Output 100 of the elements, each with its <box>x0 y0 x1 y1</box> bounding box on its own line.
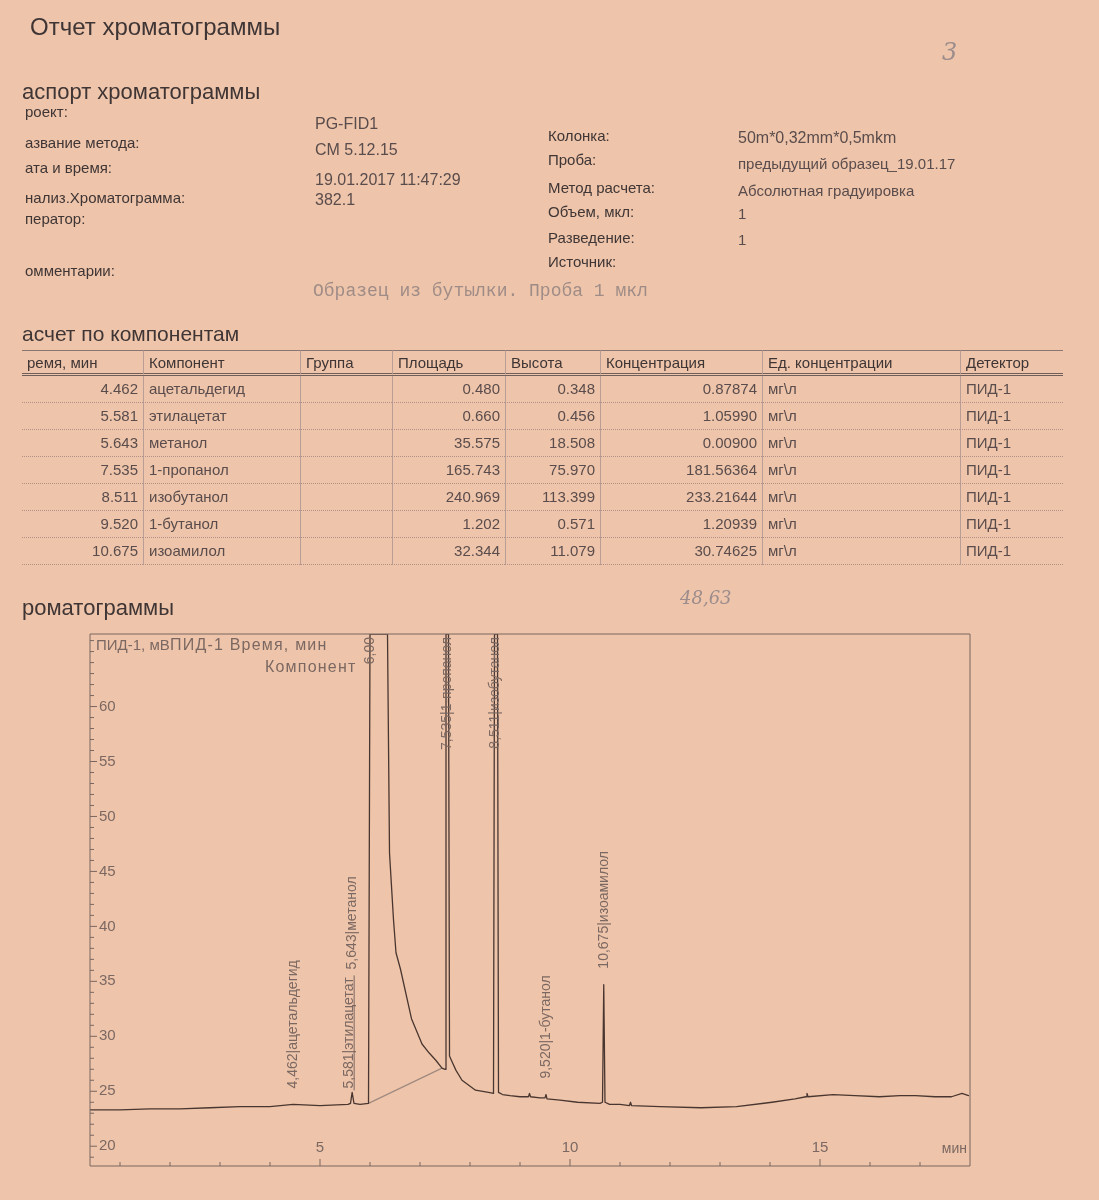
y-tick-label: 50 <box>99 806 116 824</box>
text: асчет по компонентам <box>22 321 240 347</box>
y-tick-label: 60 <box>99 696 116 714</box>
text: ПИД-1 <box>966 407 1012 424</box>
text: аспорт хроматограммы <box>22 78 261 105</box>
text: Площадь <box>398 354 464 371</box>
text: 3 <box>942 37 958 67</box>
text: 0.571 <box>557 515 595 532</box>
text: ПИД-1 <box>966 380 1012 397</box>
text: предыдущий образец_19.01.17 <box>738 155 956 173</box>
text: Группа <box>306 354 354 371</box>
annotation: 9,520|1-бутанол <box>536 975 553 1079</box>
text: ПИД-1 <box>966 515 1012 532</box>
text: 1-пропанол <box>149 461 229 478</box>
y-tick-label: 40 <box>99 916 116 934</box>
text: 1 <box>738 231 747 249</box>
chart-title: роматограммы <box>22 594 174 621</box>
text: 5.643 <box>100 434 138 451</box>
text: 1.20939 <box>702 515 757 532</box>
text: Объем, мкл: <box>548 203 635 221</box>
text: 0.660 <box>462 407 500 424</box>
text: 0.00900 <box>702 434 757 451</box>
text: мг\л <box>768 380 797 397</box>
annotation: 7,535|1-пропанол <box>437 636 454 751</box>
text: ата и время: <box>25 159 113 177</box>
annotation: 5,581|этилацетат <box>339 976 356 1089</box>
y-axis-title: ПИД-1, мВ <box>96 636 170 654</box>
text: мг\л <box>768 542 797 559</box>
text: нализ.Хроматограмма: <box>25 189 186 207</box>
text: ператор: <box>25 210 86 228</box>
y-tick-label: 55 <box>99 751 116 769</box>
text: 4.462 <box>100 380 138 397</box>
text: ПИД-1 <box>966 542 1012 559</box>
text: ацетальдегид <box>149 380 245 397</box>
text: азвание метода: <box>25 134 140 152</box>
text: изоамилол <box>149 542 226 559</box>
text: омментарии: <box>25 262 115 280</box>
text: Компонент <box>149 354 225 371</box>
y-tick-label: 30 <box>99 1026 116 1044</box>
text: 1 <box>738 205 747 223</box>
text: Колонка: <box>548 127 610 145</box>
text: этилацетат <box>149 407 227 424</box>
text: 0.348 <box>557 380 595 397</box>
text: 30.74625 <box>694 542 757 559</box>
text: 11.079 <box>550 542 595 559</box>
text: 1.05990 <box>702 407 757 424</box>
text: 10.675 <box>92 542 138 559</box>
text: 18.508 <box>549 434 595 451</box>
text: 0.456 <box>557 407 595 424</box>
y-tick-label: 25 <box>99 1081 116 1099</box>
text: Источник: <box>548 253 617 271</box>
annotation: ПИД-1 Время, мин <box>170 635 328 655</box>
text: Абсолютная градуировка <box>738 182 915 200</box>
text: Отчет хроматограммы <box>30 11 281 41</box>
text: Образец из бутылки. Проба 1 мкл <box>313 280 648 303</box>
text: 7.535 <box>100 461 138 478</box>
text: мг\л <box>768 407 797 424</box>
annotation: 4,462|ацетальдегид <box>283 960 300 1089</box>
text: 50m*0,32mm*0,5mkm <box>738 128 897 148</box>
text: 0.480 <box>462 380 500 397</box>
x-tick-label: 10 <box>561 1138 579 1156</box>
text: изобутанол <box>149 488 229 505</box>
text: мг\л <box>768 434 797 451</box>
text: ПИД-1 <box>966 461 1012 478</box>
text: 165.743 <box>445 461 500 478</box>
text: 75.970 <box>549 461 595 478</box>
y-tick-label: 35 <box>99 971 116 989</box>
annotation: 8,511|изобутанол <box>486 636 503 749</box>
text: 5.581 <box>100 407 138 424</box>
annotation: 6,00 <box>360 636 377 665</box>
text: Метод расчета: <box>548 179 656 197</box>
text: Высота <box>511 354 563 371</box>
text: 19.01.2017 11:47:29 <box>315 170 461 190</box>
y-tick-label: 20 <box>99 1136 116 1154</box>
text: 32.344 <box>454 542 500 559</box>
text: 1-бутанол <box>149 515 219 532</box>
text: 8.511 <box>101 488 138 505</box>
text: мг\л <box>768 461 797 478</box>
text: 240.969 <box>445 488 500 505</box>
annotation: 10,675|изоамилол <box>594 851 611 969</box>
annotation: Компонент <box>265 657 357 677</box>
y-tick-label: 45 <box>99 861 116 879</box>
text: CM 5.12.15 <box>315 140 398 160</box>
text: метанол <box>149 434 208 451</box>
x-tick-label: 5 <box>315 1138 325 1156</box>
text: 113.399 <box>541 488 595 505</box>
text: ремя, мин <box>27 354 98 371</box>
text: 0.87874 <box>702 380 757 397</box>
text: Разведение: <box>548 229 635 247</box>
text: 1.202 <box>462 515 500 532</box>
text: Проба: <box>548 151 597 169</box>
text: ПИД-1 <box>966 434 1012 451</box>
text: ПИД-1 <box>966 488 1012 505</box>
text: мг\л <box>768 488 797 505</box>
text: Детектор <box>966 354 1030 371</box>
x-tick-label: 15 <box>811 1138 829 1156</box>
text: 9.520 <box>100 515 138 532</box>
annotation: 5,643|метанол <box>343 876 360 970</box>
text: 382.1 <box>315 190 356 210</box>
text: 181.56364 <box>686 461 757 478</box>
